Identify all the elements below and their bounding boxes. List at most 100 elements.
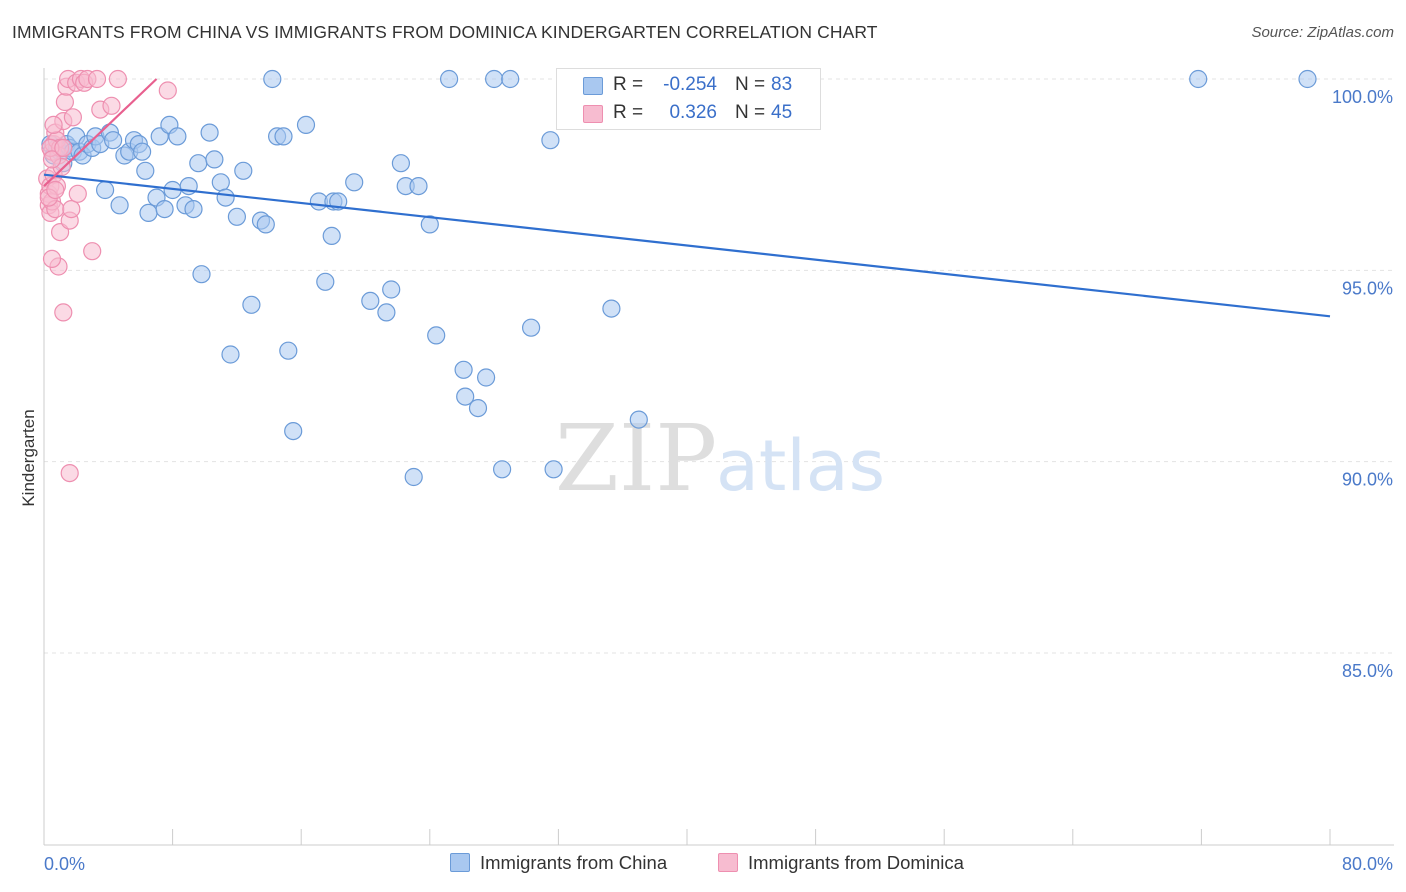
china-point (221, 345, 240, 364)
x-tick-label-max: 80.0% (1342, 854, 1393, 874)
dominica-point (46, 180, 65, 200)
china-point (234, 161, 253, 180)
china-swatch-icon (583, 77, 603, 95)
china-point (256, 215, 275, 234)
china-point (316, 272, 335, 291)
china-point (95, 180, 115, 200)
china-point (168, 127, 187, 146)
china-point (602, 299, 621, 318)
dominica-n-value: 45 (771, 102, 793, 123)
chart-title: IMMIGRANTS FROM CHINA VS IMMIGRANTS FROM… (12, 22, 878, 42)
china-point (454, 360, 473, 379)
legend-row-china: R = -0.254 N = 83 (557, 73, 820, 101)
dominica-point (55, 92, 75, 112)
watermark-atlas: atlas (716, 425, 885, 507)
y-tick-label-100: 100.0% (1332, 87, 1393, 107)
china-point (382, 280, 401, 299)
china-point (242, 295, 261, 314)
china-legend-icon (450, 853, 470, 872)
bottom-legend-dominica: Immigrants from Dominica (718, 852, 964, 874)
dominica-point (42, 150, 62, 169)
dominica-n-label: N = (735, 102, 766, 123)
china-legend-label: Immigrants from China (480, 852, 668, 873)
china-point (456, 387, 475, 406)
china-point (263, 69, 282, 89)
china-point (192, 265, 211, 284)
china-points (41, 69, 1317, 487)
dominica-point (42, 249, 62, 268)
dominica-point (87, 69, 107, 89)
china-point (477, 368, 496, 387)
dominica-legend-label: Immigrants from Dominica (748, 852, 964, 873)
china-point (189, 154, 208, 173)
dominica-point (63, 108, 83, 127)
dominica-point (54, 303, 73, 322)
china-point (274, 127, 293, 146)
china-point (322, 226, 341, 245)
china-r-label: R = (613, 74, 644, 95)
china-point (1189, 69, 1208, 89)
dominica-point (54, 138, 73, 157)
china-point (103, 131, 123, 150)
dominica-swatch-icon (583, 105, 603, 123)
china-n-label: N = (735, 74, 766, 95)
china-point (377, 303, 396, 322)
china-point (139, 203, 158, 222)
china-point (136, 161, 155, 180)
correlation-legend: R = -0.254 N = 83 R = 0.326 N = 45 (556, 68, 821, 130)
dominica-point (102, 96, 121, 115)
dominica-point (44, 115, 63, 135)
china-point (501, 69, 520, 89)
china-point (440, 69, 459, 89)
legend-row-dominica: R = 0.326 N = 45 (557, 101, 820, 129)
china-point (211, 173, 230, 192)
china-point (629, 410, 648, 429)
china-point (184, 200, 203, 219)
china-point (420, 215, 439, 234)
china-point (279, 341, 298, 360)
china-point (1298, 69, 1317, 89)
china-point (155, 200, 174, 219)
dominica-points (38, 69, 177, 483)
china-point (361, 291, 380, 310)
china-n-value: 83 (771, 74, 793, 95)
dominica-trend-line (43, 78, 158, 187)
china-point (521, 318, 541, 337)
y-tick-label-95: 95.0% (1342, 278, 1393, 298)
x-tick-label-min: 0.0% (44, 854, 85, 874)
china-point (345, 173, 364, 192)
x-ticks (172, 829, 1331, 845)
china-point (296, 115, 316, 135)
china-point (493, 460, 512, 479)
watermark: ZIP atlas (555, 405, 885, 512)
dominica-point (83, 242, 102, 261)
china-point (427, 326, 446, 345)
china-point (227, 207, 246, 226)
china-point (284, 422, 303, 441)
china-point (200, 123, 219, 142)
y-tick-labels: 85.0% 90.0% 95.0% 100.0% (1332, 87, 1393, 681)
china-r-value: -0.254 (663, 74, 717, 95)
y-tick-label-90: 90.0% (1342, 470, 1393, 490)
dominica-point (62, 200, 81, 219)
china-point (409, 177, 428, 196)
china-point (468, 399, 488, 418)
chart-source: Source: ZipAtlas.com (1251, 24, 1394, 41)
dominica-point (158, 81, 177, 100)
trend-lines (43, 78, 1331, 318)
dominica-r-label: R = (613, 102, 644, 123)
china-point (541, 131, 560, 150)
china-point (110, 196, 129, 215)
dominica-point (60, 464, 79, 483)
china-point (216, 188, 235, 207)
dominica-point (68, 184, 87, 203)
china-point (391, 154, 410, 173)
y-axis-label: Kindergarten (19, 409, 38, 506)
china-point (205, 150, 224, 169)
china-point (404, 467, 423, 487)
china-trend-line (43, 173, 1331, 318)
china-point (485, 69, 504, 89)
y-tick-label-85: 85.0% (1342, 661, 1393, 681)
china-point (133, 142, 152, 161)
